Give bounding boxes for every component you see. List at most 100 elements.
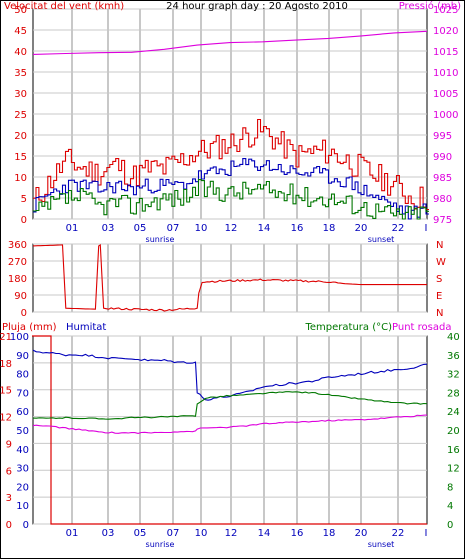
direction-tick-label: 180	[8, 274, 27, 285]
temperature-tick-label: 40	[447, 332, 460, 343]
sunrise-label: sunrise	[146, 235, 175, 244]
pressure-tick-label: 1025	[433, 5, 458, 16]
humidity-tick-label: 40	[16, 445, 29, 456]
x-tick-label: 03	[102, 223, 115, 234]
x-tick-label: 05	[134, 528, 147, 539]
rain-tick-label: 12	[0, 413, 12, 424]
humidity-tick-label: 0	[23, 520, 29, 531]
humidity-tick-label: 100	[10, 332, 29, 343]
wind-speed-tick-label: 45	[14, 26, 27, 37]
series-line-average	[33, 158, 429, 220]
temperature-tick-label: 24	[447, 407, 460, 418]
humidity-tick-label: 60	[16, 407, 29, 418]
wind-speed-tick-label: 0	[21, 215, 27, 226]
pressure-tick-label: 975	[433, 215, 452, 226]
temperature-tick-label: 28	[447, 388, 460, 399]
x-tick-label: I	[425, 223, 428, 234]
humidity-axis-title: Humitat	[66, 322, 106, 333]
x-tick-label: 10	[195, 223, 208, 234]
series-line-puntrosada	[32, 414, 428, 434]
humidity-tick-label: 80	[16, 370, 29, 381]
series-line-pressure	[32, 30, 428, 55]
temperature-tick-label: 32	[447, 370, 460, 381]
humidity-tick-label: 10	[16, 501, 29, 512]
temperature-tick-label: 16	[447, 445, 460, 456]
x-tick-label: 07	[167, 528, 180, 539]
wind-speed-tick-label: 50	[14, 5, 27, 16]
temperature-tick-label: 8	[447, 482, 453, 493]
rain-tick-label: 9	[6, 439, 12, 450]
series-line-humitat	[32, 349, 428, 401]
wind-speed-tick-label: 20	[14, 131, 27, 142]
x-tick-label: 10	[195, 528, 208, 539]
humidity-tick-label: 30	[16, 464, 29, 475]
x-tick-label: 14	[258, 223, 271, 234]
x-tick-label: 03	[102, 528, 115, 539]
temperature-axis-title: Temperatura (°C)	[304, 322, 392, 333]
x-tick-label: 07	[167, 223, 180, 234]
x-tick-label: I	[425, 528, 428, 539]
x-tick-label: 05	[134, 223, 147, 234]
series-line-direction	[32, 243, 427, 312]
x-tick-label: 18	[323, 528, 336, 539]
compass-tick-label: W	[436, 257, 446, 268]
wind-speed-tick-label: 10	[14, 173, 27, 184]
temperature-tick-label: 12	[447, 464, 460, 475]
rain-tick-label: 3	[6, 493, 12, 504]
series-line-speed	[33, 179, 429, 220]
temperature-tick-label: 0	[447, 520, 453, 531]
rain-axis-title: Pluja (mm)	[2, 322, 57, 333]
sunrise-label: sunrise	[146, 540, 175, 549]
compass-tick-label: S	[436, 274, 442, 285]
pressure-tick-label: 985	[433, 173, 452, 184]
humidity-tick-label: 20	[16, 482, 29, 493]
x-tick-label: 16	[291, 223, 304, 234]
wind-speed-axis-title: Velocitat del vent (kmh)	[4, 1, 124, 12]
x-tick-label: 18	[323, 223, 336, 234]
pressure-tick-label: 1020	[433, 26, 458, 37]
x-tick-label: 12	[225, 528, 238, 539]
rain-tick-label: 21	[0, 332, 12, 343]
sunset-label: sunset	[368, 235, 395, 244]
wind-speed-tick-label: 35	[14, 68, 27, 79]
direction-tick-label: 0	[21, 308, 27, 319]
compass-tick-label: N	[436, 308, 443, 319]
compass-tick-label: N	[436, 240, 443, 251]
x-tick-label: 20	[355, 223, 368, 234]
series-line-rain	[32, 335, 427, 525]
sunset-label: sunset	[368, 540, 395, 549]
pressure-tick-label: 1010	[433, 68, 458, 79]
direction-tick-label: 360	[8, 240, 27, 251]
x-tick-label: 01	[66, 528, 79, 539]
x-tick-label: 12	[225, 223, 238, 234]
temperature-tick-label: 20	[447, 426, 460, 437]
rain-tick-label: 6	[6, 466, 12, 477]
pressure-tick-label: 995	[433, 131, 452, 142]
x-tick-label: 20	[355, 528, 368, 539]
humidity-tick-label: 70	[16, 388, 29, 399]
temperature-tick-label: 36	[447, 351, 460, 362]
humidity-tick-label: 50	[16, 426, 29, 437]
pressure-tick-label: 990	[433, 152, 452, 163]
dewpoint-axis-title: Punt rosada	[392, 322, 451, 333]
compass-tick-label: E	[436, 291, 442, 302]
pressure-tick-label: 980	[433, 194, 452, 205]
wind-speed-tick-label: 5	[21, 194, 27, 205]
x-tick-label: 16	[291, 528, 304, 539]
x-tick-label: 01	[66, 223, 79, 234]
pressure-tick-label: 1005	[433, 89, 458, 100]
wind-speed-tick-label: 25	[14, 110, 27, 121]
rain-tick-label: 0	[6, 520, 12, 531]
wind-speed-tick-label: 15	[14, 152, 27, 163]
rain-tick-label: 15	[0, 386, 12, 397]
direction-tick-label: 270	[8, 257, 27, 268]
series-line-temperaturac	[32, 391, 428, 420]
pressure-tick-label: 1015	[433, 47, 458, 58]
x-tick-label: 14	[258, 528, 271, 539]
rain-tick-label: 18	[0, 359, 12, 370]
series-line-gust	[33, 118, 429, 211]
x-tick-label: 22	[392, 223, 405, 234]
x-tick-label: 22	[392, 528, 405, 539]
humidity-tick-label: 90	[16, 351, 29, 362]
